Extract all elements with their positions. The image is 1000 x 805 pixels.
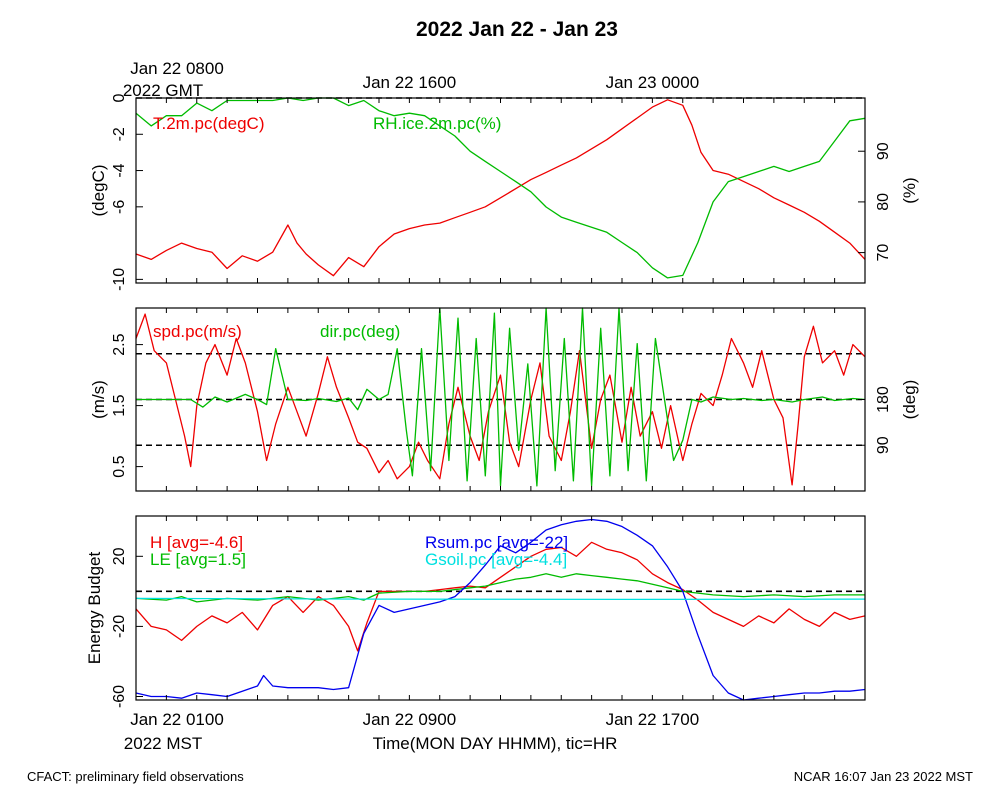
footer-right: NCAR 16:07 Jan 23 2022 MST xyxy=(794,769,973,784)
footer-left: CFACT: preliminary field observations xyxy=(27,769,244,784)
legend-label-2-2: dir.pc(deg) xyxy=(320,322,400,341)
top-x-tick-label: Jan 22 1600 xyxy=(363,73,457,92)
y-tick-label: -6 xyxy=(111,200,128,214)
series-line-2-1 xyxy=(135,313,866,486)
y-tick-label: 0 xyxy=(111,93,128,102)
y-tick-label: 1.5 xyxy=(111,394,128,416)
y-tick-label: 0.5 xyxy=(111,455,128,477)
y-axis-label: (degC) xyxy=(89,165,108,217)
legend-label-1-1: T.2m.pc(degC) xyxy=(153,114,264,133)
legend-label-3-3: Rsum.pc [avg=-22] xyxy=(425,533,568,552)
series-line-1-1 xyxy=(135,99,866,277)
panel-1: 0 -2 -4 -6 -10 (degC) 70 80 90 (%) T.2m.pc(degC) RH… xyxy=(89,93,919,290)
series-line-3-4 xyxy=(135,597,866,601)
bottom-x-tick-label: Jan 22 1700 xyxy=(606,710,700,729)
top-x-tick-label: Jan 22 0800 xyxy=(130,59,224,78)
y2-tick-label: 70 xyxy=(875,244,892,262)
y-tick-label: -20 xyxy=(111,615,128,638)
panel-2: 0.5 1.5 2.5 (m/s) 90 180 (deg) spd.pc(m/s) dir.p… xyxy=(89,307,919,492)
y-tick-label: -10 xyxy=(111,268,128,291)
bottom-subtitle-mst: 2022 MST xyxy=(124,734,202,753)
top-subtitle-gmt: 2022 GMT xyxy=(123,81,203,100)
y2-tick-label: 90 xyxy=(875,142,892,160)
y-tick-label: -2 xyxy=(111,127,128,141)
y-axis-label: (m/s) xyxy=(89,380,108,419)
top-x-tick-label: Jan 23 0000 xyxy=(606,73,700,92)
y2-tick-label: 180 xyxy=(875,386,892,413)
top-x-ticks: Jan 22 0800 Jan 22 1600 Jan 23 0000 xyxy=(130,59,699,92)
panels: 0 -2 -4 -6 -10 (degC) 70 80 90 (%) T.2m.pc(degC) RH… xyxy=(85,59,919,729)
y2-tick-label: 90 xyxy=(875,436,892,454)
y2-axis-label: (%) xyxy=(900,177,919,203)
legend-label-3-4: Gsoil.pc [avg=-4.4] xyxy=(425,550,567,569)
legend-label-3-1: H [avg=-4.6] xyxy=(150,533,243,552)
legend-label-3-2: LE [avg=1.5] xyxy=(150,550,246,569)
y2-tick-label: 80 xyxy=(875,193,892,211)
y-axis-label: Energy Budget xyxy=(85,551,104,664)
bottom-x-tick-label: Jan 22 0900 xyxy=(363,710,457,729)
series-line-3-1 xyxy=(135,541,866,652)
y-tick-label: -60 xyxy=(111,685,128,708)
y-tick-label: 2.5 xyxy=(111,333,128,355)
bottom-x-ticks: Jan 22 0100 Jan 22 0900 Jan 22 1700 xyxy=(130,710,699,729)
x-axis-label: Time(MON DAY HHMM), tic=HR xyxy=(373,734,618,753)
legend-label-2-1: spd.pc(m/s) xyxy=(153,322,242,341)
y2-axis-label: (deg) xyxy=(900,380,919,420)
chart-title: 2022 Jan 22 - Jan 23 xyxy=(416,18,618,41)
legend-label-1-2: RH.ice.2m.pc(%) xyxy=(373,114,501,133)
panel-3: 20 -20 -60 Energy Budget H [avg=-4.6]LE [avg… xyxy=(85,515,866,708)
bottom-x-tick-label: Jan 22 0100 xyxy=(130,710,224,729)
y-tick-label: -4 xyxy=(111,163,128,177)
series-line-2-2 xyxy=(136,307,866,487)
y-tick-label: 20 xyxy=(111,547,128,565)
